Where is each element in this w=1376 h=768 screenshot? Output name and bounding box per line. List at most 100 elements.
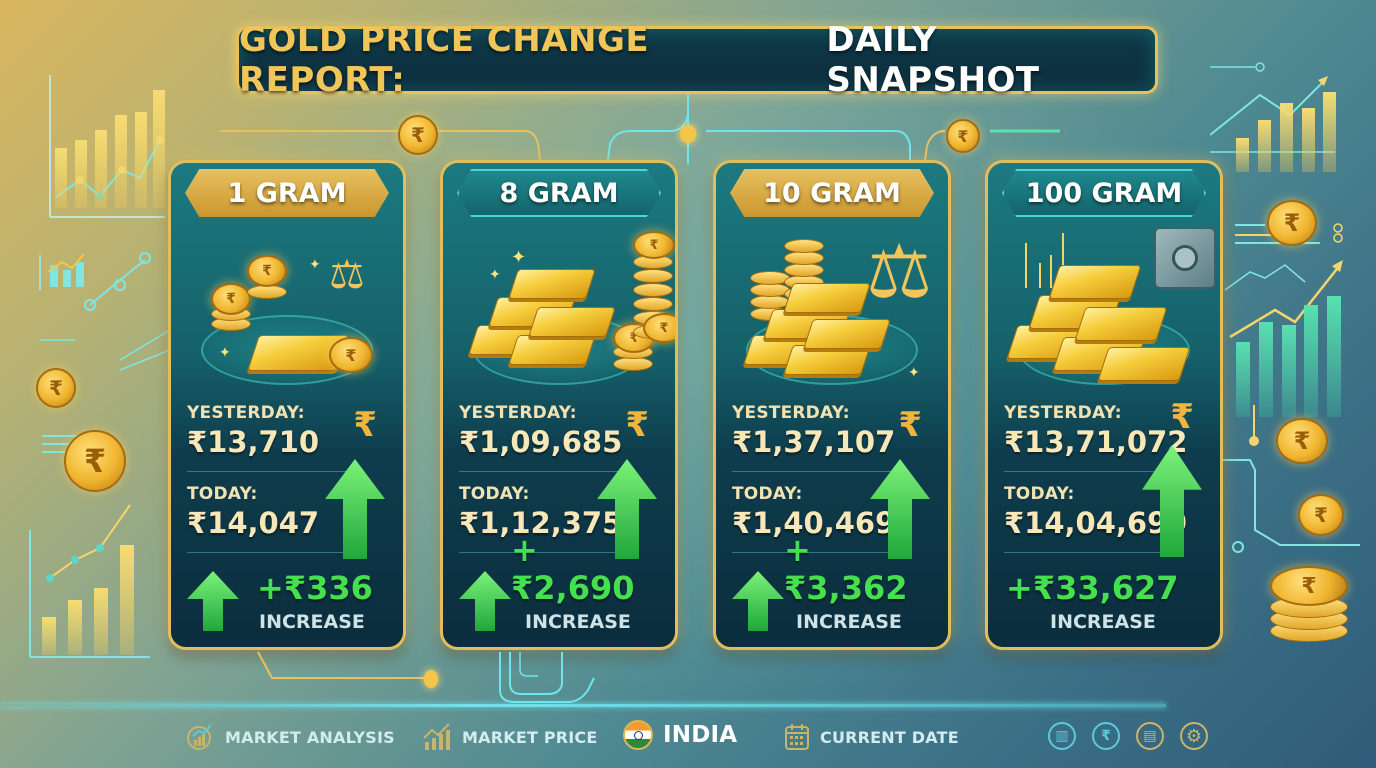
gold-bar-icon bbox=[783, 283, 871, 313]
increase-amount: +₹3,362 bbox=[784, 531, 908, 607]
safe-dial bbox=[1172, 245, 1198, 271]
decor-bar bbox=[55, 148, 67, 208]
footer-label: MARKET ANALYSIS bbox=[225, 727, 395, 747]
connector-node bbox=[680, 125, 696, 143]
safe-icon bbox=[1154, 227, 1216, 289]
footer-india[interactable]: INDIA bbox=[623, 720, 737, 750]
footer-divider bbox=[0, 704, 1166, 707]
increase-label: INCREASE bbox=[525, 611, 631, 633]
price-card-1-gram: 1 GRAM ₹ ₹ ₹ ⚖ ✦ ✦ ₹ YESTERDAY: ₹13,710 … bbox=[168, 160, 406, 650]
coin bbox=[784, 239, 824, 253]
decor-bar bbox=[1258, 120, 1271, 172]
gold-illustration: ⚖ ✦ bbox=[726, 225, 938, 395]
card-weight-label: 8 GRAM bbox=[499, 177, 619, 209]
divider bbox=[1004, 471, 1166, 472]
today-label: TODAY: bbox=[187, 484, 258, 504]
increase-label: INCREASE bbox=[259, 611, 365, 633]
card-body: ₹ YESTERDAY: ₹1,37,107 TODAY: ₹1,40,469 … bbox=[732, 403, 934, 637]
footer-market-price[interactable]: MARKET PRICE bbox=[422, 722, 598, 752]
today-label: TODAY: bbox=[732, 484, 803, 504]
gold-illustration: ₹ ₹ ₹ ⚖ ✦ ✦ bbox=[181, 225, 393, 395]
rupee-coin-icon: ₹ bbox=[633, 231, 675, 259]
yesterday-value: ₹1,37,107 bbox=[732, 425, 896, 459]
coin bbox=[633, 283, 673, 297]
decor-bar bbox=[1327, 296, 1341, 417]
today-label: TODAY: bbox=[459, 484, 530, 504]
decor-bar bbox=[75, 140, 87, 208]
gold-bar-icon bbox=[508, 335, 596, 365]
rupee-coin-icon: ₹ bbox=[247, 255, 287, 287]
up-arrow-icon bbox=[187, 571, 239, 631]
up-arrow-icon bbox=[597, 459, 657, 559]
gold-bar-icon bbox=[528, 307, 616, 337]
decor-bar bbox=[1280, 103, 1293, 172]
increase-label: INCREASE bbox=[1050, 611, 1156, 633]
rupee-coin-icon: ₹ bbox=[36, 368, 76, 408]
price-card-100-gram: 100 GRAM ₹ YESTERDAY: ₹13,71,072 TODAY: … bbox=[985, 160, 1223, 650]
up-arrow-icon bbox=[459, 571, 511, 631]
decor-bar bbox=[153, 90, 165, 208]
footer-bar: MARKET ANALYSIS MARKET PRICE INDIA CURRE… bbox=[0, 708, 1376, 768]
sparkle-icon: ✦ bbox=[219, 345, 231, 361]
card-body: ₹ YESTERDAY: ₹1,09,685 TODAY: ₹1,12,375 … bbox=[459, 403, 661, 637]
divider bbox=[459, 471, 621, 472]
card-weight-label: 10 GRAM bbox=[763, 177, 901, 209]
decor-bar bbox=[95, 130, 107, 208]
gold-bar-icon bbox=[1048, 265, 1142, 299]
divider bbox=[732, 471, 894, 472]
card-header: 8 GRAM bbox=[457, 169, 661, 217]
up-arrow-icon bbox=[870, 459, 930, 559]
rupee-coin-icon: ₹ bbox=[643, 313, 675, 343]
sparkle-icon: ✦ bbox=[511, 247, 527, 268]
gold-bar-icon bbox=[508, 269, 596, 299]
rupee-icon: ₹ bbox=[353, 405, 377, 445]
rupee-coin-icon: ₹ bbox=[64, 430, 126, 492]
rupee-icon: ₹ bbox=[898, 405, 922, 445]
rupee-coin-icon: ₹ bbox=[1270, 566, 1348, 606]
footer-market-analysis[interactable]: MARKET ANALYSIS bbox=[185, 722, 395, 752]
balance-scale-icon: ⚖ bbox=[329, 252, 365, 298]
increase-label: INCREASE bbox=[796, 611, 902, 633]
increase-amount: +₹2,690 bbox=[511, 531, 635, 607]
title-part-white: DAILY SNAPSHOT bbox=[826, 20, 1040, 100]
wallet-icon[interactable]: ▤ bbox=[1136, 722, 1164, 750]
coin bbox=[247, 285, 287, 299]
gold-illustration bbox=[998, 225, 1216, 395]
card-weight-label: 1 GRAM bbox=[227, 177, 347, 209]
decor-bar bbox=[1259, 322, 1273, 417]
analysis-chart-icon bbox=[187, 724, 212, 750]
decor-bar bbox=[94, 588, 108, 655]
decor-bar bbox=[120, 545, 134, 655]
decor-bar bbox=[42, 617, 56, 655]
connector-node bbox=[424, 670, 438, 688]
gold-bar-icon bbox=[1074, 307, 1168, 341]
yesterday-value: ₹13,71,072 bbox=[1004, 425, 1188, 459]
coin bbox=[784, 263, 824, 277]
yesterday-label: YESTERDAY: bbox=[1004, 403, 1122, 423]
ashoka-chakra bbox=[633, 730, 643, 740]
divider bbox=[1004, 552, 1166, 553]
rupee-coin-icon: ₹ bbox=[329, 337, 373, 373]
sparkle-icon: ✦ bbox=[309, 257, 321, 273]
rupee-coin-icon: ₹ bbox=[1298, 494, 1344, 536]
gold-illustration: ₹ ₹ ₹ ✦ ✦ bbox=[453, 225, 675, 395]
today-value: ₹1,40,469 bbox=[732, 506, 896, 540]
calendar-icon bbox=[785, 724, 809, 750]
yesterday-label: YESTERDAY: bbox=[459, 403, 577, 423]
today-value: ₹14,04,699 bbox=[1004, 506, 1188, 540]
decor-bar bbox=[1236, 138, 1249, 172]
footer-current-date[interactable]: CURRENT DATE bbox=[784, 722, 959, 752]
card-body: ₹ YESTERDAY: ₹13,710 TODAY: ₹14,047 +₹33… bbox=[187, 403, 389, 637]
coin bbox=[784, 251, 824, 265]
footer-label: INDIA bbox=[663, 722, 738, 748]
today-value: ₹1,12,375 bbox=[459, 506, 623, 540]
yesterday-label: YESTERDAY: bbox=[732, 403, 850, 423]
up-arrow-icon bbox=[732, 571, 784, 631]
bar-chart-icon[interactable]: ▥ bbox=[1048, 722, 1076, 750]
price-card-10-gram: 10 GRAM ⚖ ✦ ₹ YESTERDAY: ₹1,37,107 TODAY… bbox=[713, 160, 951, 650]
gold-bar-icon bbox=[803, 319, 891, 349]
rupee-icon[interactable]: ₹ bbox=[1092, 722, 1120, 750]
rupee-coin-icon: ₹ bbox=[398, 115, 438, 155]
gear-icon[interactable]: ⚙ bbox=[1180, 722, 1208, 750]
card-body: ₹ YESTERDAY: ₹13,71,072 TODAY: ₹14,04,69… bbox=[1004, 397, 1206, 637]
